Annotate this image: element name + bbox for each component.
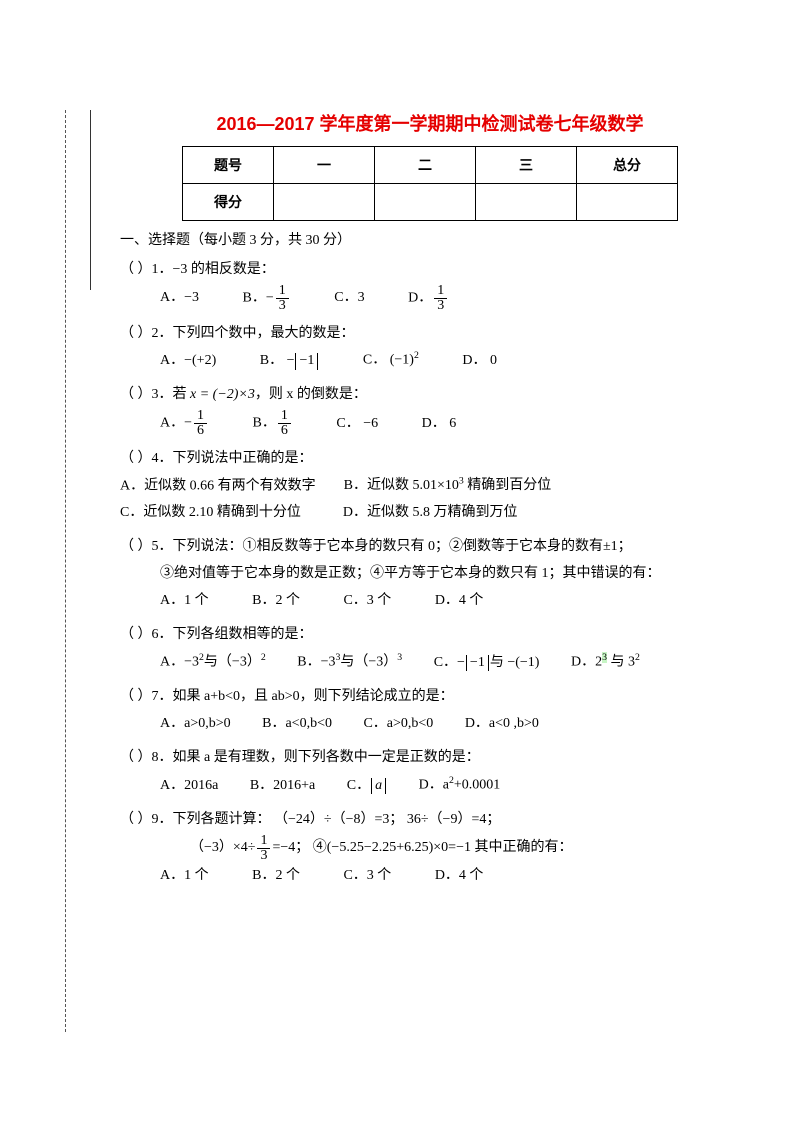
option-c: C． −6 bbox=[336, 411, 378, 438]
option-a: A．a>0,b>0 bbox=[160, 711, 231, 738]
question-3: （ ）3．若 x = (−2)×3，则 x 的倒数是： A．−16 B．16 C… bbox=[120, 382, 740, 438]
abs: a bbox=[371, 778, 386, 795]
fraction: 13 bbox=[276, 284, 289, 313]
score-cell bbox=[375, 184, 476, 221]
option-c: C．−−1与 −(−1) bbox=[434, 650, 540, 677]
col-header: 一 bbox=[274, 147, 375, 184]
option-a: A．2016a bbox=[160, 773, 218, 800]
question-text: （ ）8．如果 a 是有理数，则下列各数中一定是正数的是： bbox=[120, 750, 480, 765]
option-a: A．−(+2) bbox=[160, 348, 216, 375]
option-b: B．2 个 bbox=[252, 588, 300, 615]
fraction: 13 bbox=[434, 284, 447, 313]
option-c: C． (−1)2 bbox=[363, 347, 419, 374]
question-text-2: （−3）×4÷13=−4； ④(−5.25−2.25+6.25)×0=−1 其中… bbox=[190, 840, 572, 855]
option-a: A．−16 bbox=[160, 409, 209, 438]
option-b: B．2 个 bbox=[252, 863, 300, 890]
option-b: B．−33与（−3）3 bbox=[297, 649, 402, 676]
options: A．−3 B．−13 C．3 D．13 bbox=[160, 290, 489, 305]
abs: −1 bbox=[466, 655, 489, 672]
fraction: 13 bbox=[257, 834, 270, 863]
option-b: B．2016+a bbox=[250, 773, 315, 800]
option-d: D． 6 bbox=[422, 411, 457, 438]
question-text: （ ）1．−3 的相反数是： bbox=[120, 262, 275, 277]
question-1: （ ）1．−3 的相反数是： A．−3 B．−13 C．3 D．13 bbox=[120, 257, 740, 313]
question-text: （ ）3．若 x = (−2)×3，则 x 的倒数是： bbox=[120, 387, 367, 402]
option-b: B．16 bbox=[253, 409, 293, 438]
options: A．−16 B．16 C． −6 D． 6 bbox=[160, 416, 496, 431]
option-d: D．4 个 bbox=[435, 863, 484, 890]
binding-line bbox=[65, 110, 67, 1032]
table-header-row: 题号 一 二 三 总分 bbox=[183, 147, 678, 184]
option-d: D．近似数 5.8 万精确到万位 bbox=[343, 505, 518, 520]
fraction: 16 bbox=[278, 409, 291, 438]
option-d: D． 0 bbox=[462, 348, 497, 375]
option-c: C．3 bbox=[334, 285, 364, 312]
question-6: （ ）6．下列各组数相等的是： A．−32与（−3）2 B．−33与（−3）3 … bbox=[120, 622, 740, 676]
col-header: 题号 bbox=[183, 147, 274, 184]
option-a: A．近似数 0.66 有两个有效数字 bbox=[120, 478, 316, 493]
section-heading: 一、选择题（每小题 3 分，共 30 分） bbox=[120, 229, 740, 249]
option-c: C．a bbox=[347, 773, 387, 800]
exam-page: 2016—2017 学年度第一学期期中检测试卷七年级数学 题号 一 二 三 总分… bbox=[0, 0, 800, 1132]
fraction: 16 bbox=[194, 409, 207, 438]
content: 2016—2017 学年度第一学期期中检测试卷七年级数学 题号 一 二 三 总分… bbox=[120, 110, 740, 889]
score-cell bbox=[274, 184, 375, 221]
question-text: （ ）2．下列四个数中，最大的数是： bbox=[120, 326, 355, 341]
option-d: D．a2+0.0001 bbox=[419, 772, 501, 799]
option-d: D．a<0 ,b>0 bbox=[465, 711, 539, 738]
option-d: D．4 个 bbox=[435, 588, 484, 615]
question-text-2: ③绝对值等于它本身的数是正数；④平方等于它本身的数只有 1；其中错误的有： bbox=[160, 566, 661, 581]
option-a: A．−32与（−3）2 bbox=[160, 649, 266, 676]
question-5: （ ）5．下列说法：①相反数等于它本身的数只有 0；②倒数等于它本身的数有±1；… bbox=[120, 534, 740, 614]
question-2: （ ）2．下列四个数中，最大的数是： A．−(+2) B． −−1 C． (−1… bbox=[120, 321, 740, 375]
question-4: （ ）4．下列说法中正确的是： A．近似数 0.66 有两个有效数字 B．近似数… bbox=[120, 446, 740, 526]
options: A．−(+2) B． −−1 C． (−1)2 D． 0 bbox=[160, 353, 537, 368]
option-c: C．a>0,b<0 bbox=[363, 711, 433, 738]
option-a: A．−3 bbox=[160, 285, 199, 312]
col-header: 三 bbox=[476, 147, 577, 184]
score-cell bbox=[476, 184, 577, 221]
option-a: A．1 个 bbox=[160, 863, 209, 890]
question-9: （ ）9．下列各题计算： （−24）÷（−8）=3； 36÷（−9）=4； （−… bbox=[120, 807, 740, 889]
options: A．1 个 B．2 个 C．3 个 D．4 个 bbox=[160, 868, 523, 883]
score-cell bbox=[577, 184, 678, 221]
option-b: B．a<0,b<0 bbox=[262, 711, 332, 738]
options: A．2016a B．2016+a C．a D．a2+0.0001 bbox=[160, 778, 528, 793]
option-a: A．1 个 bbox=[160, 588, 209, 615]
option-b: B． −−1 bbox=[260, 348, 320, 375]
question-8: （ ）8．如果 a 是有理数，则下列各数中一定是正数的是： A．2016a B．… bbox=[120, 745, 740, 799]
page-title: 2016—2017 学年度第一学期期中检测试卷七年级数学 bbox=[120, 110, 740, 136]
options: A．−32与（−3）2 B．−33与（−3）3 C．−−1与 −(−1) D．2… bbox=[160, 655, 668, 670]
score-table: 题号 一 二 三 总分 得分 bbox=[182, 146, 678, 221]
options: A．1 个 B．2 个 C．3 个 D．4 个 bbox=[160, 593, 523, 608]
col-header: 总分 bbox=[577, 147, 678, 184]
question-text: （ ）9．下列各题计算： （−24）÷（−8）=3； 36÷（−9）=4； bbox=[120, 812, 500, 827]
table-row: 得分 bbox=[183, 184, 678, 221]
abs: −1 bbox=[295, 353, 318, 370]
option-b: B．−13 bbox=[243, 284, 291, 313]
question-text: （ ）7．如果 a+b<0，且 ab>0，则下列结论成立的是： bbox=[120, 689, 454, 704]
question-text: （ ）6．下列各组数相等的是： bbox=[120, 627, 313, 642]
option-b: B．近似数 5.01×103 精确到百分位 bbox=[344, 478, 552, 493]
option-c: C．近似数 2.10 精确到十分位 bbox=[120, 505, 301, 520]
col-header: 二 bbox=[375, 147, 476, 184]
option-d: D．23 与 32 bbox=[571, 649, 640, 676]
option-c: C．3 个 bbox=[343, 863, 391, 890]
row-label: 得分 bbox=[183, 184, 274, 221]
question-7: （ ）7．如果 a+b<0，且 ab>0，则下列结论成立的是： A．a>0,b>… bbox=[120, 684, 740, 737]
question-text: （ ）4．下列说法中正确的是： bbox=[120, 451, 313, 466]
question-text: （ ）5．下列说法：①相反数等于它本身的数只有 0；②倒数等于它本身的数有±1； bbox=[120, 539, 632, 554]
binding-line-2 bbox=[90, 110, 92, 290]
options: A．a>0,b>0 B．a<0,b<0 C．a>0,b<0 D．a<0 ,b>0 bbox=[160, 716, 567, 731]
option-c: C．3 个 bbox=[343, 588, 391, 615]
option-d: D．13 bbox=[408, 284, 449, 313]
